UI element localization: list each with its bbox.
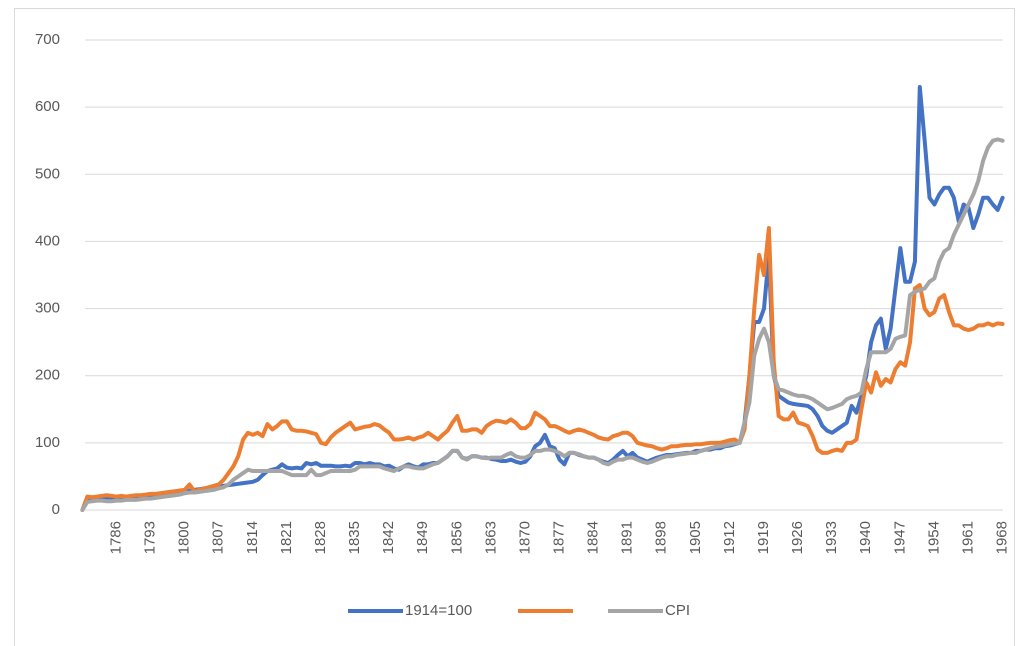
x-tick-label: 1954 [925,521,942,554]
x-tick-label: 1856 [448,521,465,554]
x-tick-label: 1800 [176,521,193,554]
x-tick-label: 1912 [721,521,738,554]
x-tick-label: 1842 [380,521,397,554]
x-tick-label: 1919 [755,521,772,554]
x-tick-label: 1835 [346,521,363,554]
y-tick-label: 500 [35,165,60,182]
series-line [80,85,1005,512]
x-tick-label: 1863 [482,521,499,554]
x-tick-label: 1807 [210,521,227,554]
y-tick-label: 700 [35,31,60,48]
x-tick-label: 1961 [959,521,976,554]
x-tick-label: 1898 [653,521,670,554]
legend-label: CPI [665,602,690,619]
x-tick-label: 1786 [107,521,124,554]
y-tick-label: 100 [35,434,60,451]
series-line [80,226,1005,512]
x-tick-label: 1905 [687,521,704,554]
x-tick-label: 1926 [789,521,806,554]
x-tick-label: 1968 [994,521,1011,554]
y-tick-label: 600 [35,98,60,115]
x-tick-label: 1821 [278,521,295,554]
series-line [80,137,1005,512]
x-tick-label: 1828 [312,521,329,554]
x-tick-label: 1793 [142,521,159,554]
chart-frame [14,8,1015,646]
x-tick-label: 1947 [891,521,908,554]
legend-label: 1914=100 [405,602,472,619]
x-tick-label: 1891 [619,521,636,554]
y-tick-label: 300 [35,300,60,317]
x-tick-label: 1884 [585,521,602,554]
x-tick-label: 1933 [823,521,840,554]
x-tick-label: 1870 [516,521,533,554]
y-tick-label: 0 [52,501,60,518]
x-tick-label: 1940 [857,521,874,554]
y-tick-label: 400 [35,232,60,249]
y-tick-label: 200 [35,367,60,384]
x-tick-label: 1877 [551,521,568,554]
x-tick-label: 1814 [244,521,261,554]
x-tick-label: 1849 [414,521,431,554]
